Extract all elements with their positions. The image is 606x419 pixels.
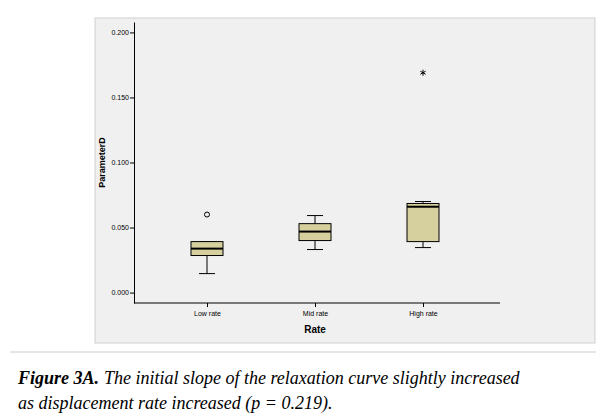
y-tick-label: 0.150	[111, 94, 129, 101]
upper-whisker	[315, 216, 316, 224]
y-tick-label: 0.200	[111, 29, 129, 36]
box	[299, 224, 331, 241]
x-tick: Low rate	[194, 303, 221, 317]
y-tick: 0.150	[111, 94, 134, 101]
outlier	[205, 212, 210, 217]
x-axis-line	[134, 303, 500, 304]
lower-whisker-cap	[415, 247, 431, 248]
x-tick-label: Mid rate	[303, 310, 328, 317]
median	[191, 248, 223, 250]
caption-text: The initial slope of the relaxation curv…	[104, 368, 521, 388]
median	[299, 231, 331, 233]
upper-whisker-cap	[415, 201, 431, 202]
x-tick-mark	[207, 303, 208, 307]
y-tick-mark	[130, 97, 134, 98]
caption-separator	[10, 352, 596, 353]
y-tick: 0.200	[111, 29, 134, 36]
x-axis: Low rate Mid rate High rate	[194, 303, 438, 318]
lower-whisker	[207, 256, 208, 274]
x-tick-label: Low rate	[194, 310, 221, 317]
x-tick-mark	[423, 303, 424, 307]
upper-whisker-cap	[307, 215, 323, 216]
box-plot	[191, 212, 223, 274]
lower-whisker	[423, 242, 424, 248]
lower-whisker-cap	[199, 273, 215, 274]
box-plot	[299, 216, 331, 250]
caption-label: Figure 3A.	[17, 368, 99, 388]
x-axis-title: Rate	[304, 324, 326, 335]
y-tick-label: 0.000	[111, 289, 129, 296]
caption-text: as displacement rate increased (p = 0.21…	[18, 393, 332, 414]
plot-area	[191, 70, 439, 274]
y-tick: 0.050	[111, 224, 134, 231]
box-plot	[407, 70, 439, 248]
box	[407, 203, 439, 241]
box	[191, 242, 223, 256]
y-tick: 0.100	[111, 159, 134, 166]
y-tick-mark	[130, 293, 134, 294]
y-tick-mark	[130, 32, 134, 33]
extreme	[420, 70, 425, 76]
y-axis-title: ParameterD	[97, 137, 107, 188]
chart: 0.000 0.050 0.100 0.150 0.200 Low rate Mid rat…	[0, 0, 606, 419]
y-tick-label: 0.050	[111, 224, 129, 231]
y-tick-mark	[130, 163, 134, 164]
y-tick-label: 0.100	[111, 159, 129, 166]
y-axis: 0.000 0.050 0.100 0.150 0.200	[111, 23, 134, 304]
y-tick-mark	[130, 228, 134, 229]
median	[407, 206, 439, 208]
x-tick-label: High rate	[409, 310, 438, 318]
x-tick: High rate	[409, 303, 438, 318]
x-tick: Mid rate	[303, 303, 328, 317]
x-tick-mark	[315, 303, 316, 307]
lower-whisker-cap	[307, 249, 323, 250]
lower-whisker	[315, 241, 316, 250]
chart-background	[95, 18, 595, 343]
y-axis-line	[134, 23, 135, 304]
y-tick: 0.000	[111, 289, 134, 296]
